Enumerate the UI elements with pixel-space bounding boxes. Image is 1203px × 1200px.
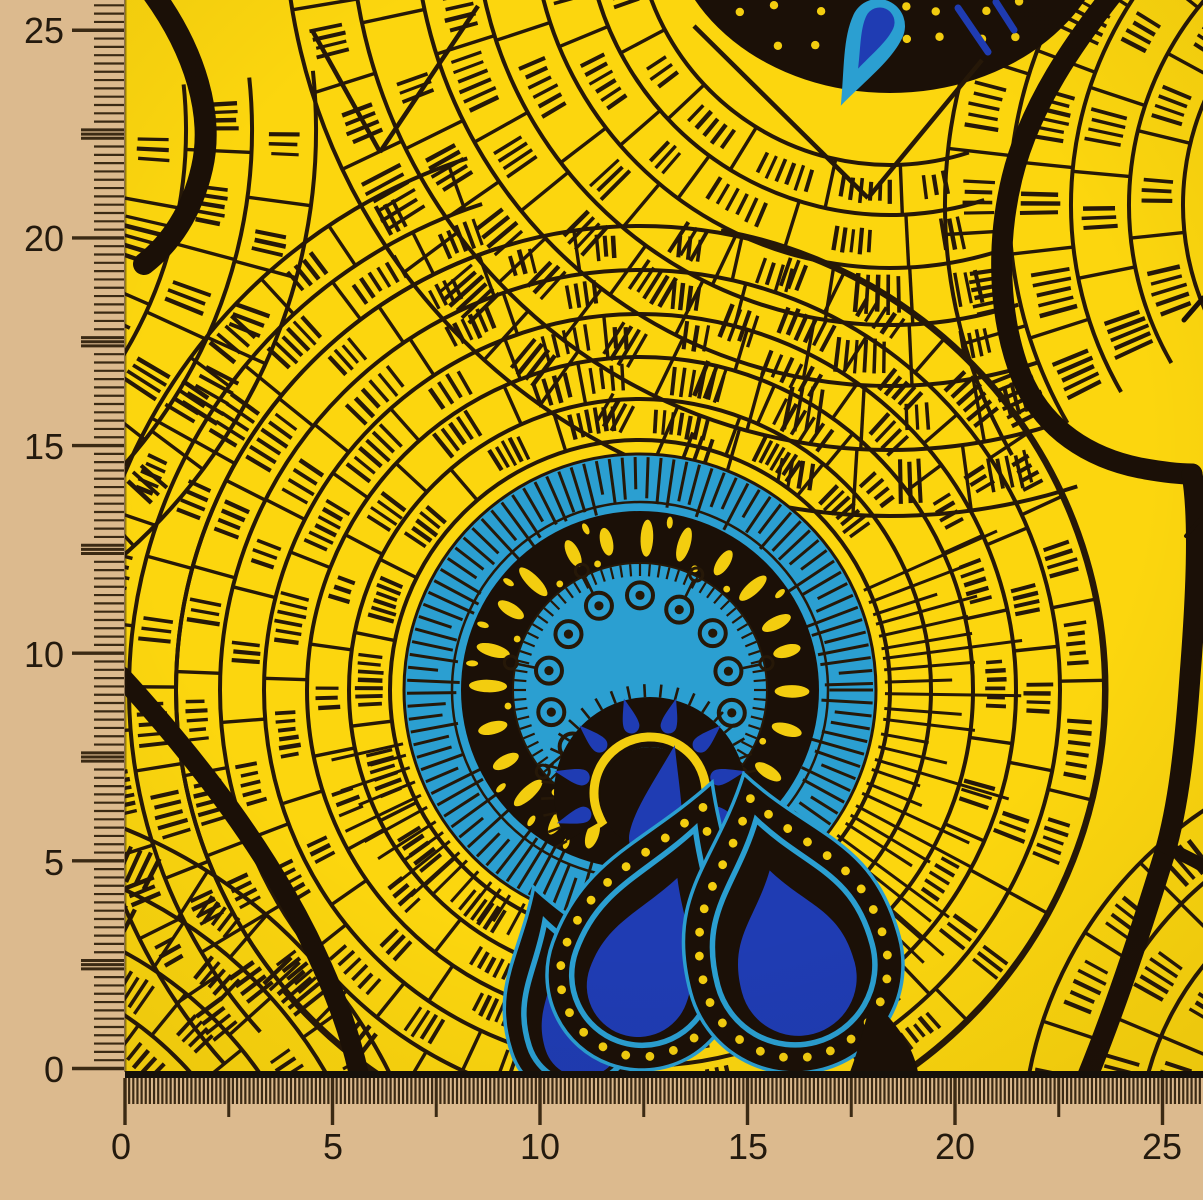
bottom-ruler-label: 25 [1142,1126,1182,1167]
left-ruler-label: 20 [24,218,64,259]
bottom-ruler-label: 5 [323,1126,343,1167]
bottom-ruler-labels: 0 5 10 15 20 25 [111,1126,1182,1167]
left-ruler-labels: 25 20 15 10 5 0 [24,10,64,1090]
left-ruler-label: 15 [24,426,64,467]
bottom-ruler-label: 0 [111,1126,131,1167]
bottom-ruler-label: 15 [728,1126,768,1167]
bottom-ruler-label: 10 [520,1126,560,1167]
bottom-ruler-ticks [123,1078,1201,1125]
left-ruler-label: 10 [24,634,64,675]
left-ruler-ticks [72,4,124,1071]
ruler-edge-bar [125,1071,1203,1078]
left-ruler-label: 5 [44,842,64,883]
fabric-pattern [125,0,1203,1072]
left-ruler-label: 0 [44,1049,64,1090]
fabric-left-edge [124,0,127,1072]
left-ruler-label: 25 [24,10,64,51]
bottom-ruler-label: 20 [935,1126,975,1167]
